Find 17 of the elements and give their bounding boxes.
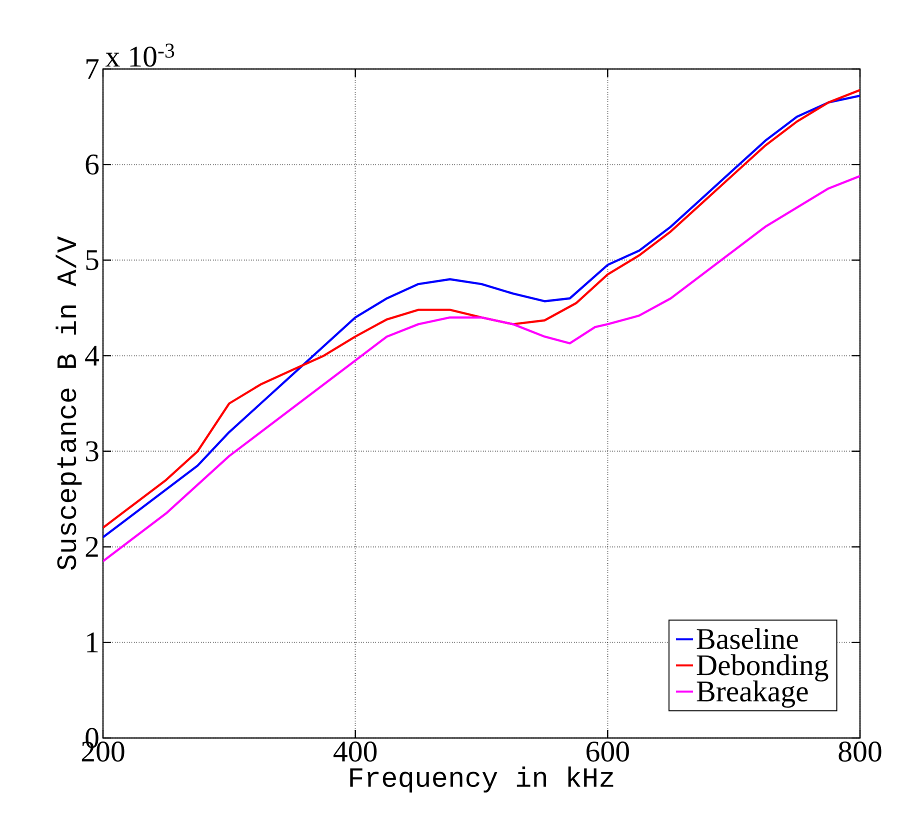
x-tick-label: 400: [333, 742, 377, 762]
x-axis-title: Frequency in kHz: [350, 766, 614, 793]
y-tick-label: 1: [87, 632, 98, 652]
line-series: [103, 174, 860, 562]
y-tick-label: 3: [86, 441, 98, 462]
y-tick-label: 4: [85, 346, 100, 366]
y-tick-label: 6: [86, 154, 99, 175]
legend-label: Debonding: [696, 654, 828, 682]
legend-label: Baseline: [696, 628, 798, 650]
legend-label: Breakage: [696, 680, 808, 708]
y-tick-label: 5: [86, 250, 98, 270]
y-axis-title: Susceptance B in A/V: [56, 236, 82, 570]
y-tick-label: 2: [86, 536, 98, 557]
y-tick-label: 7: [86, 59, 99, 79]
x-tick-label: 800: [838, 742, 882, 762]
text: x 10$^{-3}$: [105, 44, 174, 67]
x-tick-label: 600: [586, 742, 629, 762]
